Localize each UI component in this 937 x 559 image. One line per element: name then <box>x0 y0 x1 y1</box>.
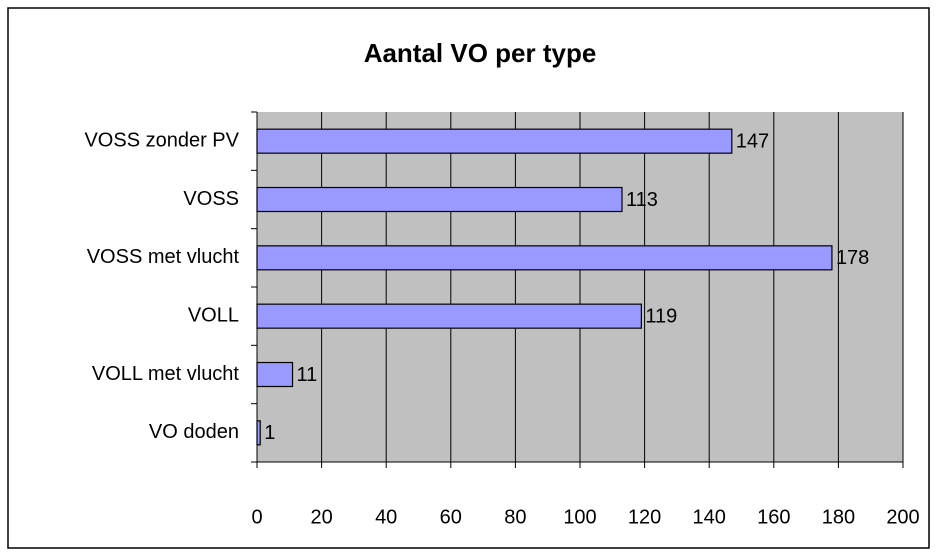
x-tick-label: 0 <box>251 506 262 528</box>
x-tick-label: 20 <box>310 506 332 528</box>
data-label: 11 <box>297 364 318 386</box>
data-label: 113 <box>626 189 658 211</box>
y-tick-label: VOLL met vlucht <box>92 363 240 385</box>
x-tick-label: 80 <box>504 506 526 528</box>
y-tick-label: VOSS met vlucht <box>87 246 240 268</box>
x-tick-label: 160 <box>757 506 790 528</box>
bar <box>256 245 833 271</box>
data-label: 1 <box>264 422 275 444</box>
data-label: 178 <box>836 247 869 269</box>
chart-title: Aantal VO per type <box>364 38 597 68</box>
x-tick-label: 200 <box>886 506 919 528</box>
x-tick-label: 40 <box>375 506 397 528</box>
x-tick-label: 60 <box>440 506 462 528</box>
y-tick-label: VOSS zonder PV <box>84 129 239 151</box>
bar <box>256 361 294 388</box>
bar <box>256 186 623 213</box>
x-tick-label: 180 <box>822 506 855 528</box>
x-tick-label: 140 <box>693 506 726 528</box>
bar <box>256 420 261 446</box>
y-tick-label: VOLL <box>188 304 239 326</box>
data-label: 119 <box>645 305 677 327</box>
y-tick-label: VOSS <box>183 188 239 210</box>
x-tick-label: 120 <box>628 506 661 528</box>
bar <box>256 303 642 329</box>
x-tick-label: 100 <box>563 506 596 528</box>
bar <box>256 128 733 154</box>
data-label: 147 <box>736 130 769 152</box>
y-tick-label: VO doden <box>149 421 239 443</box>
